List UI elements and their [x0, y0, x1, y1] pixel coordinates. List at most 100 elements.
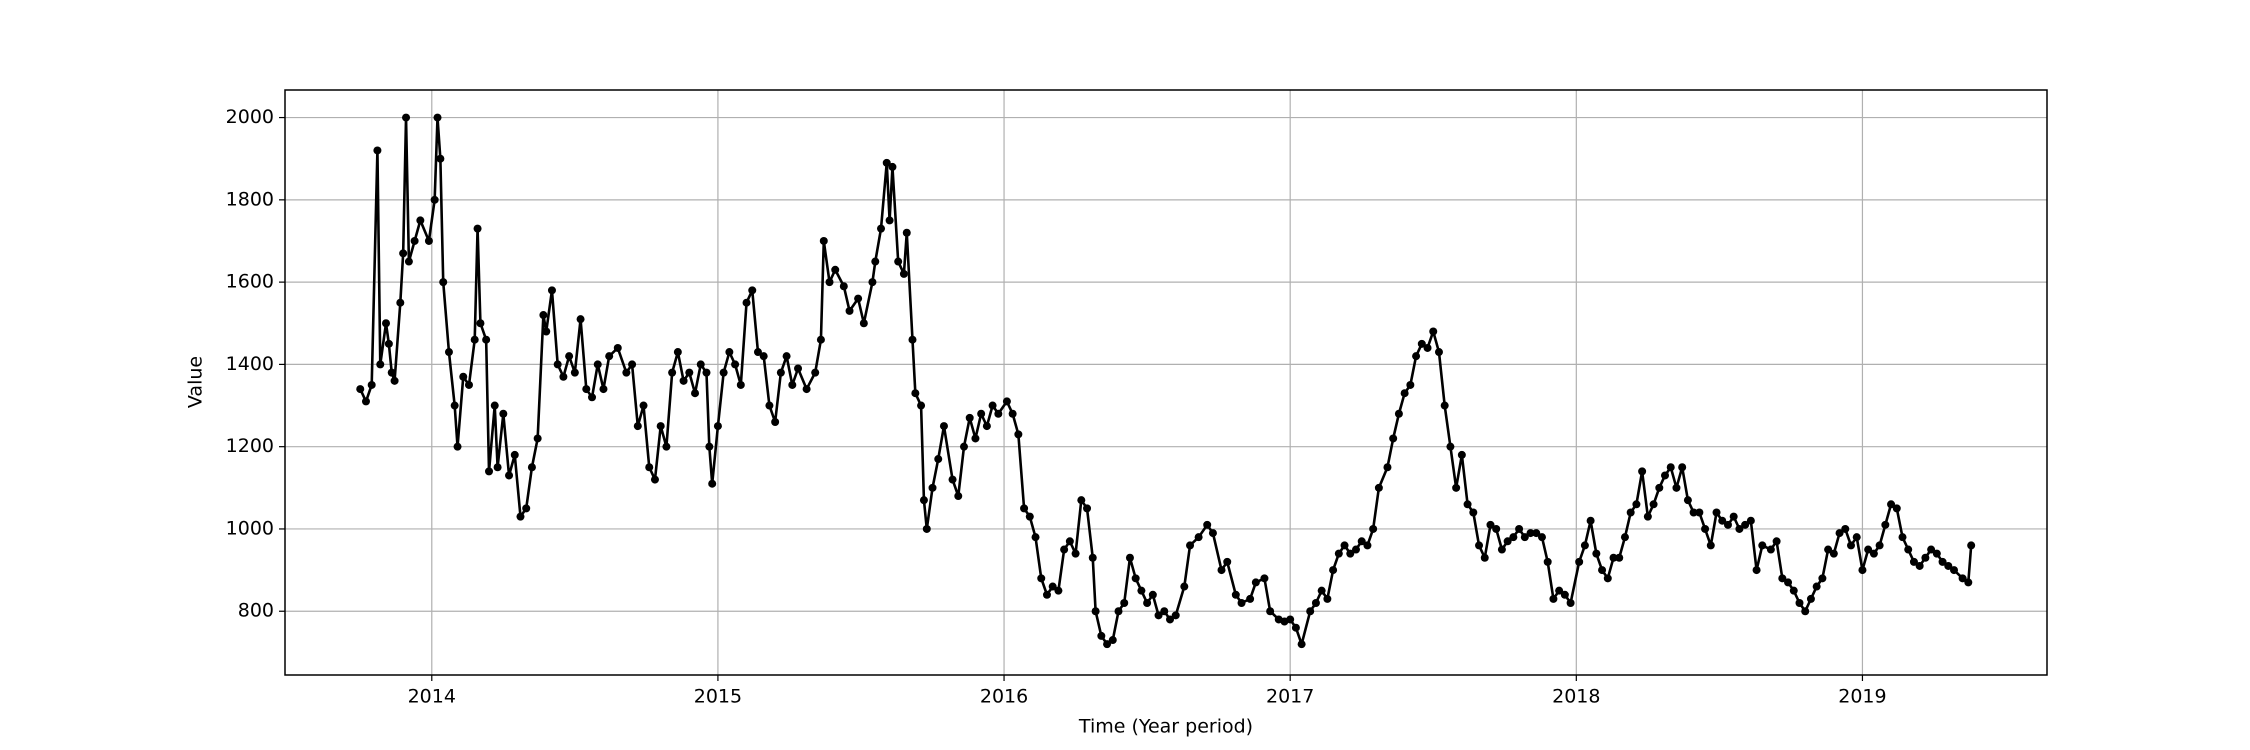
data-point	[1446, 442, 1455, 451]
data-point	[1237, 599, 1246, 608]
data-point	[1835, 529, 1844, 538]
data-point	[436, 154, 445, 163]
data-point	[1194, 533, 1203, 542]
data-point	[1008, 409, 1017, 418]
data-point	[811, 368, 820, 377]
data-point	[1400, 389, 1409, 398]
data-point	[1394, 409, 1403, 418]
data-point	[1898, 533, 1907, 542]
data-point	[1892, 504, 1901, 513]
data-point	[885, 216, 894, 225]
data-point	[390, 376, 399, 385]
data-point	[1246, 594, 1255, 603]
data-point	[1351, 545, 1360, 554]
data-point	[416, 216, 425, 225]
data-point	[1678, 463, 1687, 472]
data-point	[565, 352, 574, 361]
data-point	[473, 224, 482, 233]
data-point	[1795, 599, 1804, 608]
data-point	[1503, 537, 1512, 546]
data-point	[1369, 524, 1378, 533]
data-point	[954, 492, 963, 501]
data-point	[547, 286, 556, 295]
y-tick-label: 1600	[226, 271, 274, 293]
data-point	[1457, 450, 1466, 459]
data-point	[902, 228, 911, 237]
data-point	[802, 385, 811, 394]
data-point	[1818, 574, 1827, 583]
data-point	[1357, 537, 1366, 546]
data-point	[493, 463, 502, 472]
data-point	[1575, 557, 1584, 566]
data-point	[1881, 520, 1890, 529]
data-point	[1131, 574, 1140, 583]
data-point	[736, 380, 745, 389]
data-point	[1497, 545, 1506, 554]
data-point	[1958, 574, 1967, 583]
data-point	[1143, 599, 1152, 608]
data-point	[1603, 574, 1612, 583]
data-point	[650, 475, 659, 484]
data-point	[1718, 516, 1727, 525]
data-point	[939, 422, 948, 431]
data-point	[356, 385, 365, 394]
data-point	[685, 368, 694, 377]
data-point	[485, 467, 494, 476]
data-point	[1824, 545, 1833, 554]
data-point	[1729, 512, 1738, 521]
y-tick-label: 1400	[226, 353, 274, 375]
data-point	[1217, 566, 1226, 575]
y-tick-label: 800	[238, 600, 274, 622]
data-point	[1909, 557, 1918, 566]
x-tick-label: 2014	[408, 686, 456, 708]
data-point	[1440, 401, 1449, 410]
data-point	[1334, 549, 1343, 558]
data-point	[1932, 549, 1941, 558]
data-point	[570, 368, 579, 377]
data-point	[1120, 599, 1129, 608]
data-point	[1526, 529, 1535, 538]
data-point	[1586, 516, 1595, 525]
x-tick-label: 2018	[1552, 686, 1600, 708]
data-point	[1114, 607, 1123, 616]
data-point	[1638, 467, 1647, 476]
data-point	[859, 319, 868, 328]
data-point	[1520, 533, 1529, 542]
data-point	[771, 417, 780, 426]
data-point	[1944, 561, 1953, 570]
data-point	[917, 401, 926, 410]
data-point	[1915, 561, 1924, 570]
data-point	[934, 455, 943, 464]
data-point	[1620, 533, 1629, 542]
data-point	[1406, 380, 1415, 389]
data-point	[982, 422, 991, 431]
data-point	[1566, 599, 1575, 608]
data-point	[1852, 533, 1861, 542]
data-point	[656, 422, 665, 431]
data-point	[510, 450, 519, 459]
data-point	[633, 422, 642, 431]
data-point	[965, 413, 974, 422]
data-point	[868, 278, 877, 287]
data-point	[1306, 607, 1315, 616]
data-point	[1649, 500, 1658, 509]
data-point	[1560, 590, 1569, 599]
data-point	[1077, 496, 1086, 505]
data-point	[882, 158, 891, 167]
data-point	[1735, 524, 1744, 533]
data-point	[1071, 549, 1080, 558]
data-point	[1088, 553, 1097, 562]
data-point	[1626, 508, 1635, 517]
data-point	[708, 479, 717, 488]
data-point	[376, 360, 385, 369]
data-point	[1108, 636, 1117, 645]
data-point	[553, 360, 562, 369]
data-point	[1042, 590, 1051, 599]
data-point	[1125, 553, 1134, 562]
data-point	[373, 146, 382, 155]
data-point	[1037, 574, 1046, 583]
data-point	[599, 385, 608, 394]
data-point	[719, 368, 728, 377]
data-point	[691, 389, 700, 398]
data-point	[1846, 541, 1855, 550]
